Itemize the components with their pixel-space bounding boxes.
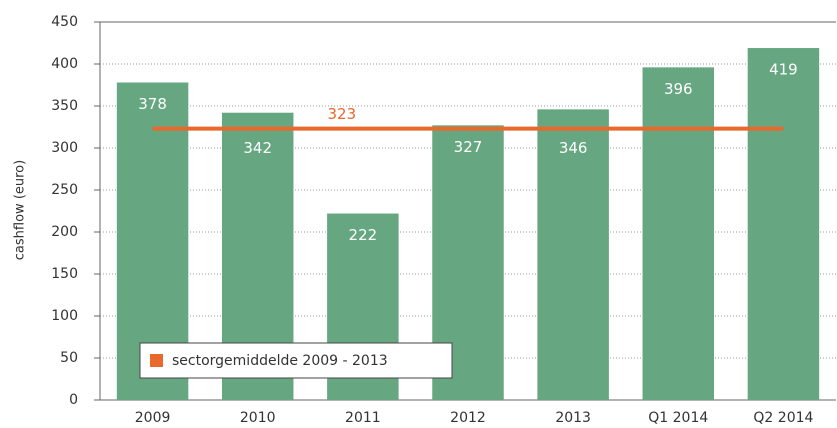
- y-tick-label: 0: [69, 392, 78, 408]
- value-label: 419: [769, 61, 798, 79]
- value-label: 342: [243, 139, 272, 157]
- y-tick-label: 150: [51, 266, 78, 282]
- legend-box: [139, 342, 453, 379]
- bar: [642, 67, 715, 401]
- x-tick-label: Q2 2014: [753, 410, 813, 426]
- value-label: 378: [138, 95, 167, 113]
- x-tick-label: 2011: [345, 410, 381, 426]
- x-tick-label: Q1 2014: [648, 410, 708, 426]
- y-tick-label: 450: [51, 14, 78, 30]
- y-tick-label: 350: [51, 98, 78, 114]
- x-tick-label: 2012: [450, 410, 486, 426]
- legend-label: sectorgemiddelde 2009 - 2013: [172, 353, 388, 369]
- value-label: 396: [664, 80, 693, 98]
- y-tick-label: 400: [51, 56, 78, 72]
- bar: [747, 48, 820, 400]
- x-tick-label: 2010: [240, 410, 276, 426]
- y-tick-label: 200: [51, 224, 78, 240]
- y-tick-label: 100: [51, 308, 78, 324]
- y-tick-label: 300: [51, 140, 78, 156]
- x-tick-label: 2013: [555, 410, 591, 426]
- y-axis-label: cashflow (euro): [13, 160, 28, 260]
- legend-swatch: [150, 354, 163, 367]
- y-tick-label: 250: [51, 182, 78, 198]
- value-label: 327: [454, 138, 483, 156]
- value-label: 346: [559, 139, 588, 157]
- bar: [537, 109, 609, 401]
- y-tick-label: 50: [60, 350, 78, 366]
- value-label: 222: [349, 226, 378, 244]
- reference-label: 323: [328, 105, 357, 123]
- x-tick-label: 2009: [135, 410, 171, 426]
